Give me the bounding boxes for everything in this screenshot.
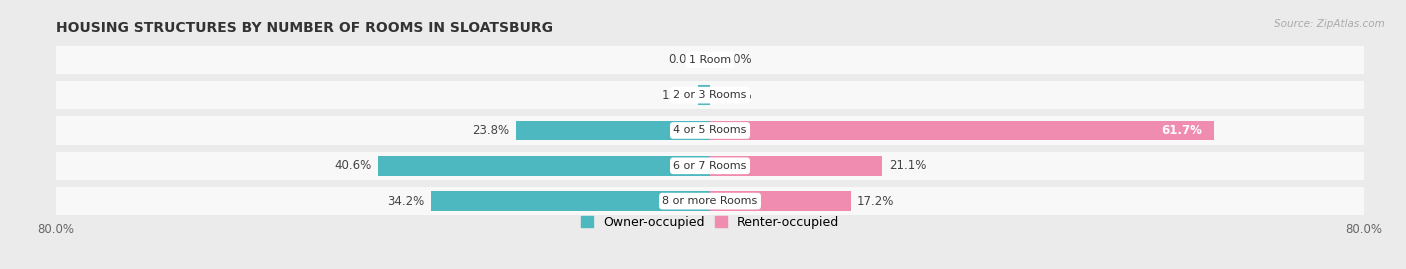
Text: 0.0%: 0.0%	[723, 53, 752, 66]
Bar	[56, 187, 1364, 215]
Text: 4 or 5 Rooms: 4 or 5 Rooms	[673, 125, 747, 136]
Text: 1 Room: 1 Room	[689, 55, 731, 65]
Bar	[697, 85, 710, 105]
Text: 2 or 3 Rooms: 2 or 3 Rooms	[673, 90, 747, 100]
Text: 61.7%: 61.7%	[1161, 124, 1202, 137]
Bar	[56, 152, 1364, 180]
Bar	[710, 156, 883, 175]
Bar	[710, 192, 851, 211]
Text: 34.2%: 34.2%	[387, 195, 425, 208]
Text: HOUSING STRUCTURES BY NUMBER OF ROOMS IN SLOATSBURG: HOUSING STRUCTURES BY NUMBER OF ROOMS IN…	[56, 21, 553, 35]
Bar	[516, 121, 710, 140]
Text: 8 or more Rooms: 8 or more Rooms	[662, 196, 758, 206]
Bar	[56, 81, 1364, 109]
Text: 21.1%: 21.1%	[889, 159, 927, 172]
Text: Source: ZipAtlas.com: Source: ZipAtlas.com	[1274, 19, 1385, 29]
Text: 1.5%: 1.5%	[661, 89, 692, 102]
Text: 6 or 7 Rooms: 6 or 7 Rooms	[673, 161, 747, 171]
Text: 23.8%: 23.8%	[472, 124, 509, 137]
Text: 17.2%: 17.2%	[858, 195, 894, 208]
Bar	[56, 46, 1364, 74]
Text: 0.0%: 0.0%	[668, 53, 697, 66]
Bar	[378, 156, 710, 175]
Bar	[710, 121, 1215, 140]
Legend: Owner-occupied, Renter-occupied: Owner-occupied, Renter-occupied	[581, 216, 839, 229]
Text: 0.0%: 0.0%	[723, 89, 752, 102]
Bar	[56, 116, 1364, 145]
Bar	[430, 192, 710, 211]
Text: 40.6%: 40.6%	[335, 159, 371, 172]
